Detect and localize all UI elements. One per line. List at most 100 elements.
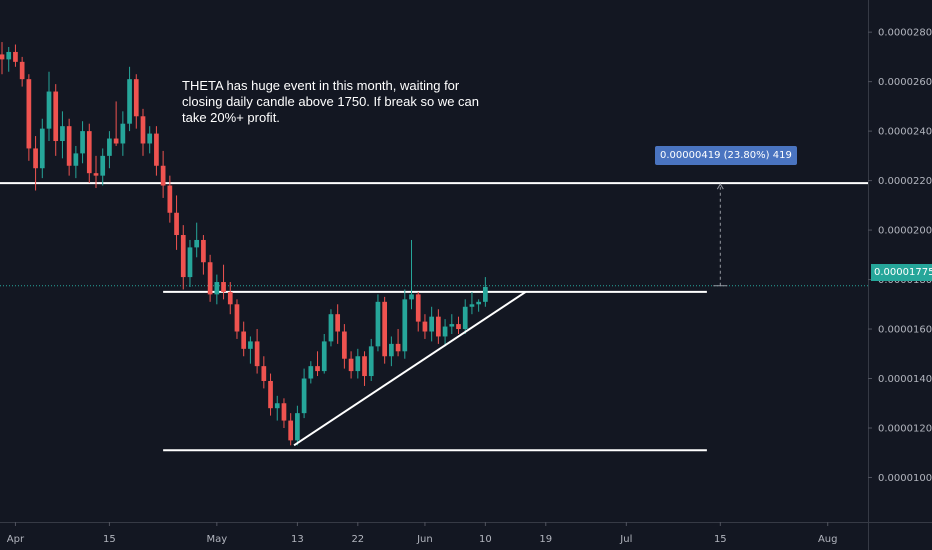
candle-up <box>368 338 374 381</box>
candle-body <box>288 420 294 441</box>
candle-body <box>274 403 280 409</box>
candle-up <box>476 299 481 312</box>
candle-up <box>120 111 126 156</box>
candle-down <box>133 74 139 129</box>
candle-body <box>362 356 367 377</box>
candle-body <box>73 153 79 166</box>
candle-up <box>301 368 307 419</box>
candle-body <box>415 294 421 322</box>
candle-body <box>180 235 186 278</box>
candle-body <box>66 126 72 166</box>
current-price-badge: 0.00001775 <box>871 264 932 281</box>
candle-body <box>140 116 146 144</box>
candle-up <box>462 299 468 334</box>
trendline-layer[interactable] <box>293 291 527 447</box>
candle-up <box>73 145 79 179</box>
measure-arrow <box>716 183 724 190</box>
candle-body <box>261 366 267 381</box>
candle-body <box>147 133 153 144</box>
candle-down <box>113 101 119 146</box>
candle-body <box>234 304 240 332</box>
measure-tool[interactable] <box>713 183 728 287</box>
time-tick-label: 15 <box>103 534 116 545</box>
candle-body <box>86 131 92 174</box>
candle-body <box>348 358 354 372</box>
candle-down <box>207 254 213 302</box>
candle-body <box>33 148 38 169</box>
ascending-trendline[interactable] <box>293 291 527 447</box>
candle-up <box>46 71 52 142</box>
candle-up <box>409 239 414 310</box>
candle-body <box>429 316 434 332</box>
candle-up <box>274 395 280 421</box>
candle-body <box>167 185 173 213</box>
candle-body <box>268 380 273 409</box>
candle-up <box>6 47 12 72</box>
candle-down <box>281 398 287 428</box>
candle-body <box>402 299 408 352</box>
candle-down <box>415 291 421 332</box>
idea-annotation[interactable]: THETA has huge event in this month, wait… <box>182 78 480 125</box>
candle-body <box>483 286 488 302</box>
candle-down <box>13 44 18 67</box>
candle-body <box>335 314 341 332</box>
candle-up <box>308 361 314 384</box>
candle-body <box>26 79 32 149</box>
candle-down <box>241 321 247 357</box>
candle-down <box>33 136 38 191</box>
candle-body <box>221 282 226 292</box>
time-axis[interactable]: Apr 15 May 13 22 Jun 10 19 Jul 15 Aug <box>0 522 932 545</box>
candle-up <box>429 306 434 342</box>
time-tick-label: 15 <box>714 534 727 545</box>
candle-up <box>107 131 112 169</box>
time-tick-label: 10 <box>479 534 492 545</box>
candle-down <box>66 118 72 176</box>
candle-down <box>254 329 260 374</box>
candle-body <box>281 403 287 421</box>
candle-down <box>456 316 461 334</box>
candle-body <box>60 126 65 142</box>
candle-body <box>187 247 193 278</box>
candle-body <box>389 343 394 357</box>
candle-up <box>194 222 200 258</box>
candle-down <box>422 314 428 339</box>
candle-down <box>19 56 25 87</box>
candle-body <box>476 301 481 305</box>
candle-up <box>449 314 455 334</box>
candle-body <box>368 346 374 377</box>
time-tick-label: Jun <box>416 534 433 545</box>
candle-body <box>201 239 206 263</box>
price-tick-label: 0.00001000 <box>878 473 932 484</box>
candle-body <box>469 304 475 307</box>
candle-down <box>436 309 441 344</box>
candle-body <box>315 366 320 372</box>
time-tick-label: 13 <box>291 534 304 545</box>
candle-up <box>187 239 193 287</box>
candle-body <box>422 321 428 332</box>
candle-body <box>462 306 468 330</box>
candle-down <box>261 356 267 389</box>
candle-down <box>315 351 320 377</box>
candle-body <box>107 138 112 156</box>
candle-up <box>483 277 488 307</box>
candle-body <box>375 301 381 347</box>
candle-down <box>342 324 347 369</box>
candle-body <box>321 341 327 372</box>
candle-body <box>100 155 106 176</box>
horizontal-levels[interactable] <box>0 182 868 452</box>
candles <box>0 42 488 446</box>
candle-down <box>268 373 273 416</box>
candle-down <box>335 304 341 344</box>
candle-up <box>127 66 132 132</box>
candle-body <box>174 212 179 236</box>
candle-body <box>409 294 414 300</box>
candle-down <box>140 108 146 156</box>
candle-body <box>154 133 159 166</box>
